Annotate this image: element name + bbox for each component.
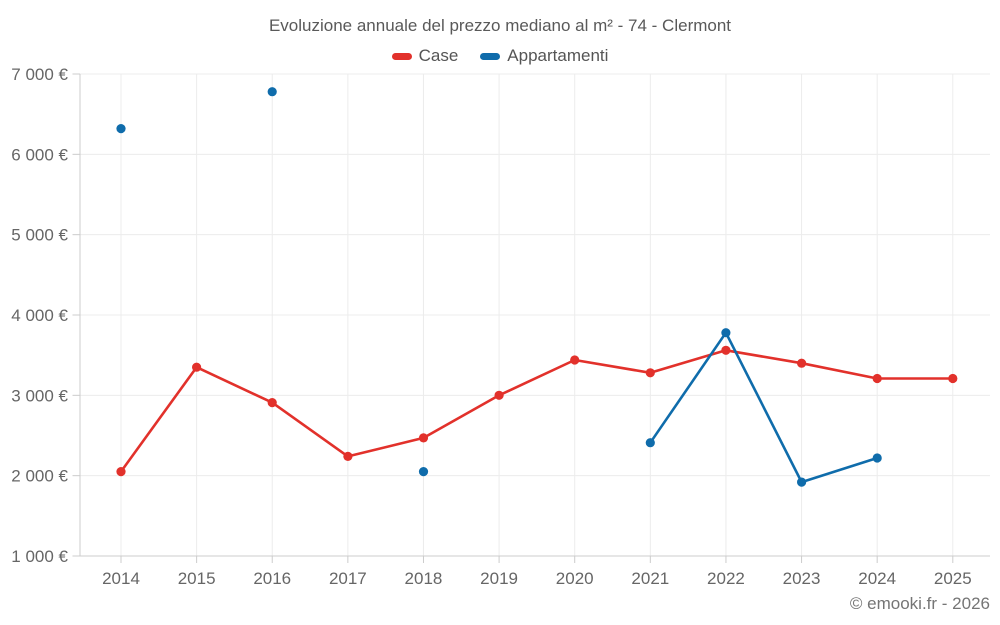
series-line-appartamenti — [649, 331, 878, 484]
point-case-2014[interactable] — [116, 467, 126, 477]
y-tick-label: 5 000 € — [11, 226, 68, 245]
x-tick-label: 2017 — [329, 569, 367, 588]
point-case-2016[interactable] — [267, 398, 277, 408]
point-appartamenti-2023[interactable] — [797, 477, 807, 487]
point-appartamenti-2014[interactable] — [116, 124, 126, 134]
legend-item-case[interactable]: Case — [391, 46, 459, 66]
point-appartamenti-2018[interactable] — [418, 467, 429, 477]
point-case-2015[interactable] — [192, 362, 202, 372]
y-tick-label: 6 000 € — [11, 145, 68, 164]
point-case-2024[interactable] — [872, 373, 882, 384]
chart-legend: Case Appartamenti — [0, 46, 1000, 66]
y-tick-label: 2 000 € — [11, 467, 68, 486]
legend-swatch-case-icon — [391, 52, 412, 60]
point-case-2023[interactable] — [797, 358, 807, 368]
x-tick-label: 2018 — [405, 569, 443, 588]
legend-item-appartamenti[interactable]: Appartamenti — [480, 46, 608, 66]
x-tick-label: 2022 — [707, 569, 745, 588]
point-case-2020[interactable] — [570, 355, 580, 365]
legend-swatch-appartamenti-icon — [480, 52, 501, 60]
copyright-credit: © emooki.fr - 2026 — [849, 594, 990, 613]
point-appartamenti-2021[interactable] — [645, 438, 655, 448]
y-tick-label: 1 000 € — [11, 547, 68, 566]
x-tick-label: 2016 — [253, 569, 291, 588]
point-case-2021[interactable] — [645, 368, 655, 378]
x-tick-label: 2024 — [858, 569, 896, 588]
point-case-2018[interactable] — [418, 433, 429, 443]
y-tick-label: 3 000 € — [11, 386, 68, 405]
x-tick-label: 2019 — [480, 569, 518, 588]
point-case-2017[interactable] — [343, 451, 353, 461]
point-case-2022[interactable] — [721, 345, 731, 355]
series-line-case — [119, 349, 953, 473]
point-appartamenti-2022[interactable] — [721, 328, 731, 338]
point-case-2025[interactable] — [948, 373, 958, 384]
point-appartamenti-2024[interactable] — [872, 453, 882, 463]
legend-label-appartamenti: Appartamenti — [507, 46, 609, 65]
point-case-2019[interactable] — [494, 390, 504, 400]
x-tick-label: 2015 — [178, 569, 216, 588]
legend-label-case: Case — [418, 46, 459, 65]
chart-title: Evoluzione annuale del prezzo mediano al… — [268, 16, 732, 35]
y-tick-label: 7 000 € — [11, 65, 68, 84]
x-tick-label: 2023 — [783, 569, 821, 588]
x-tick-label: 2021 — [631, 569, 669, 588]
y-tick-label: 4 000 € — [11, 306, 68, 325]
x-tick-label: 2020 — [556, 569, 594, 588]
x-tick-label: 2025 — [934, 569, 972, 588]
point-appartamenti-2016[interactable] — [267, 87, 277, 97]
x-tick-label: 2014 — [102, 569, 140, 588]
